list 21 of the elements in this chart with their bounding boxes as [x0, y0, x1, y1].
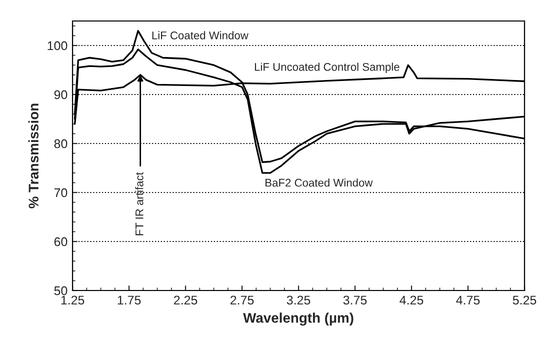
x-tick-label: 4.25 — [400, 296, 424, 305]
x-tick-label: 3.75 — [343, 296, 367, 305]
y-tick-label: 70 — [54, 188, 68, 198]
x-tick-label: 1.75 — [118, 296, 141, 305]
annotation: FT IR artifact — [135, 172, 144, 236]
x-axis-title: Wavelength (µm) — [243, 312, 354, 326]
y-axis-title: % Transmission — [28, 104, 39, 208]
y-tick-label: 100 — [48, 41, 68, 50]
x-tick-label: 2.25 — [174, 296, 198, 305]
x-tick-label: 5.25 — [512, 296, 536, 305]
y-tick-label: 60 — [54, 237, 68, 246]
x-tick-label: 4.75 — [456, 296, 480, 305]
y-tick-label: 90 — [54, 90, 68, 100]
annotation: LiF Uncoated Control Sample — [254, 62, 400, 74]
annotation: BaF2 Coated Window — [266, 178, 373, 187]
x-tick-label: 3.25 — [286, 296, 310, 305]
x-tick-label: 2.75 — [230, 296, 254, 305]
y-tick-label: 80 — [54, 139, 68, 148]
y-tick-label: 50 — [54, 286, 68, 296]
x-tick-label: 1.25 — [61, 296, 84, 305]
annotation: LiF Coated Window — [152, 31, 248, 40]
